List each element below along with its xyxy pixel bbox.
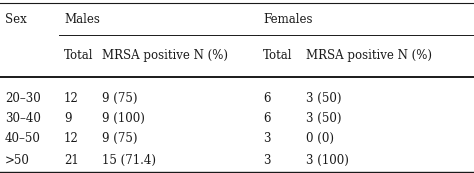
Text: Total: Total [263,49,292,62]
Text: Females: Females [263,13,312,26]
Text: Total: Total [64,49,93,62]
Text: MRSA positive N (%): MRSA positive N (%) [306,49,432,62]
Text: 0 (0): 0 (0) [306,132,334,145]
Text: 3: 3 [263,132,271,145]
Text: 21: 21 [64,153,79,167]
Text: 9 (100): 9 (100) [102,112,145,125]
Text: 3 (50): 3 (50) [306,112,341,125]
Text: 9: 9 [64,112,72,125]
Text: 3 (100): 3 (100) [306,153,348,167]
Text: Males: Males [64,13,100,26]
Text: 30–40: 30–40 [5,112,41,125]
Text: 6: 6 [263,92,271,105]
Text: 9 (75): 9 (75) [102,132,137,145]
Text: 40–50: 40–50 [5,132,41,145]
Text: 20–30: 20–30 [5,92,40,105]
Text: 3 (50): 3 (50) [306,92,341,105]
Text: >50: >50 [5,153,29,167]
Text: 6: 6 [263,112,271,125]
Text: 15 (71.4): 15 (71.4) [102,153,156,167]
Text: Sex: Sex [5,13,27,26]
Text: 12: 12 [64,132,79,145]
Text: MRSA positive N (%): MRSA positive N (%) [102,49,228,62]
Text: 9 (75): 9 (75) [102,92,137,105]
Text: 12: 12 [64,92,79,105]
Text: 3: 3 [263,153,271,167]
